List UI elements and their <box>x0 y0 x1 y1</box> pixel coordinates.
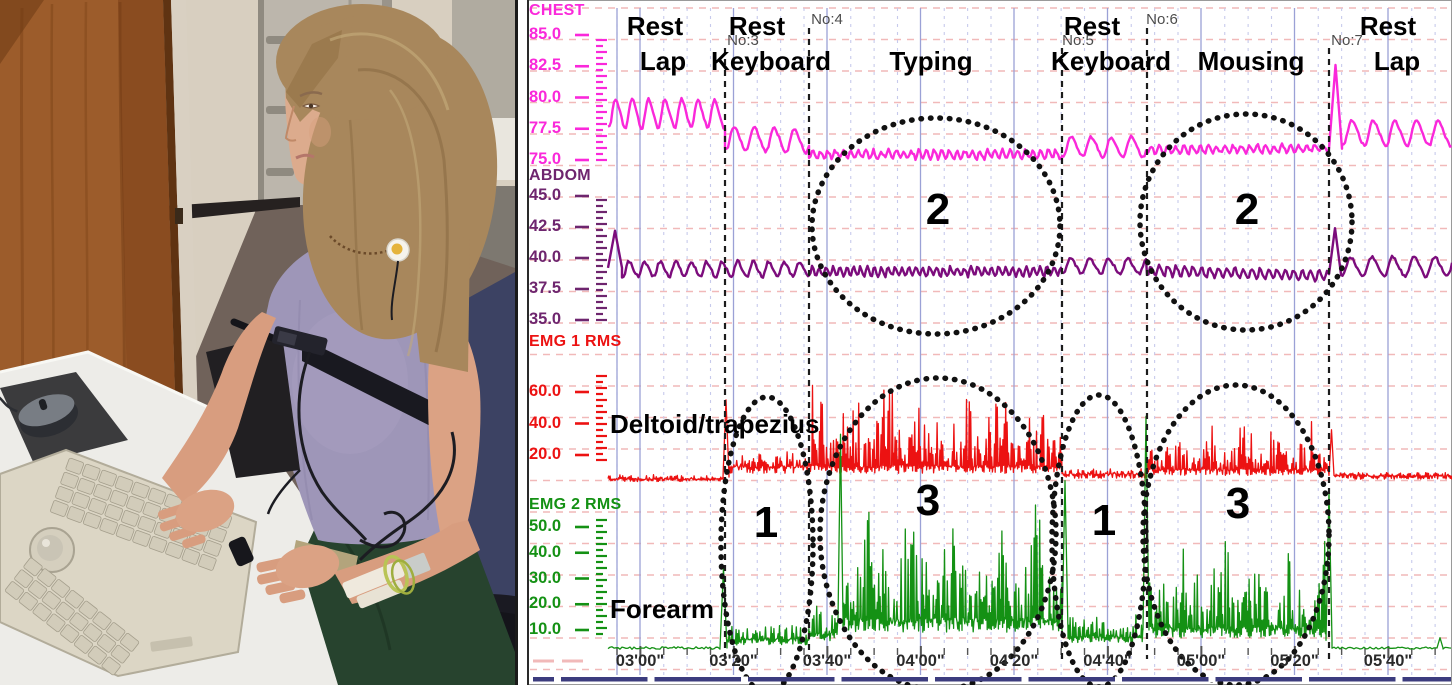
person <box>157 4 515 685</box>
annotation-ellipses <box>718 111 1355 685</box>
scale-rulers <box>575 33 607 636</box>
left-hand <box>157 489 235 549</box>
door-frame <box>171 0 198 424</box>
chart-canvas <box>530 7 1452 685</box>
door <box>0 0 198 461</box>
facial-features <box>284 91 331 160</box>
photo-scene <box>0 0 515 685</box>
right-hand <box>256 544 340 604</box>
bottom-bar <box>533 659 1451 682</box>
event-lines <box>723 28 1331 659</box>
trace-abdom <box>606 226 1452 283</box>
trace-emg-2-rms <box>607 415 1452 650</box>
grid <box>530 7 1450 675</box>
necklace <box>329 235 391 255</box>
photo-frame <box>515 0 518 685</box>
sensor-wires <box>266 260 456 562</box>
left-arm <box>162 312 276 504</box>
electrode <box>386 238 410 262</box>
key-block <box>5 557 140 676</box>
trace-emg-1-rms <box>607 384 1452 483</box>
baseboard <box>165 197 300 221</box>
photo-panel <box>0 0 515 685</box>
chart-panel: CHEST 85.0 82.5 80.0 77.5 75.0 ABDOM 45.0 42.5 40… <box>527 0 1452 685</box>
hair <box>276 4 498 372</box>
mouse <box>0 393 78 438</box>
finger-sensor <box>228 536 254 567</box>
trace-chest <box>607 63 1452 162</box>
